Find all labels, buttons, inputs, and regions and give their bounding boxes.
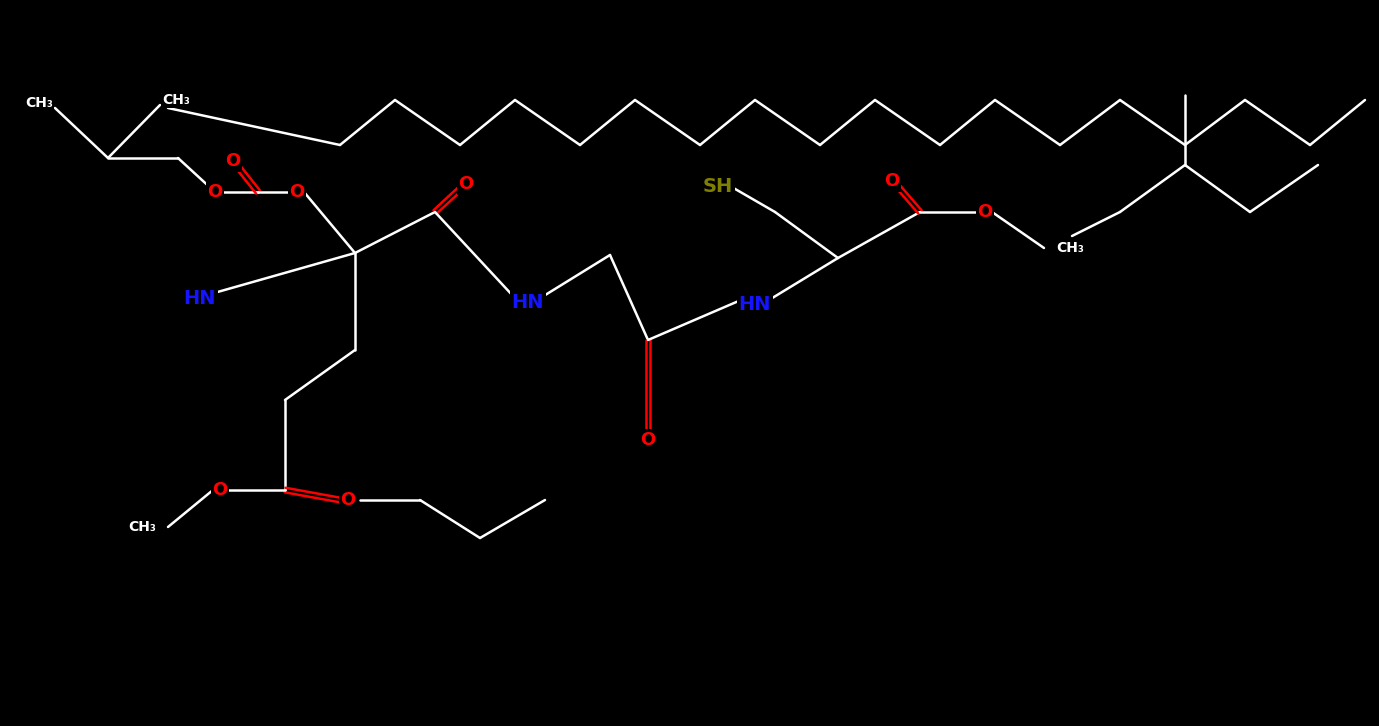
Text: CH₃: CH₃ [128, 520, 156, 534]
Text: O: O [225, 152, 240, 170]
Text: O: O [290, 183, 305, 201]
Text: HN: HN [739, 295, 771, 314]
Text: HN: HN [512, 293, 545, 311]
Text: O: O [884, 172, 899, 190]
Text: SH: SH [703, 176, 734, 195]
Text: HN: HN [183, 288, 217, 308]
Text: CH₃: CH₃ [1056, 241, 1084, 255]
Text: CH₃: CH₃ [25, 96, 52, 110]
Text: O: O [458, 175, 473, 193]
Text: O: O [978, 203, 993, 221]
Text: O: O [640, 431, 655, 449]
Text: O: O [212, 481, 228, 499]
Text: O: O [341, 491, 356, 509]
Text: O: O [207, 183, 222, 201]
Text: CH₃: CH₃ [161, 93, 190, 107]
